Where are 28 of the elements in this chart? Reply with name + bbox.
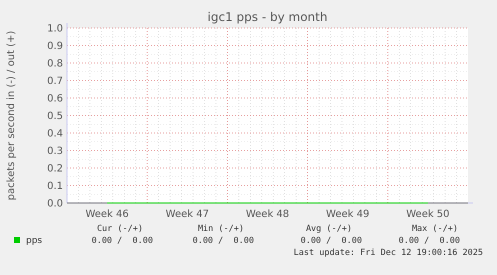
y-tick-label: 0.4 <box>47 128 63 140</box>
x-tick-label: Week 47 <box>166 209 209 220</box>
text: 0.00 / 0.00 <box>398 236 460 246</box>
y-tick-label: 0.6 <box>47 94 63 104</box>
text: 0.00 / 0.00 <box>300 236 362 246</box>
legend-label: pps <box>26 236 42 246</box>
y-tick-label: 0.0 <box>47 198 63 210</box>
y-tick-label: 0.3 <box>47 146 63 157</box>
text: 0.00 / 0.00 <box>192 236 254 246</box>
text: Min (-/+) <box>198 224 244 234</box>
text: Avg (-/+) <box>306 224 352 234</box>
y-tick-label: 0.5 <box>47 111 63 122</box>
x-tick-label: Week 49 <box>326 209 370 220</box>
text: Cur (-/+) <box>96 224 143 234</box>
y-axis-title: packets per second in (-) / out (+) <box>6 30 17 200</box>
x-tick-label: Week 50 <box>406 209 450 220</box>
y-tick-label: 0.1 <box>47 181 63 192</box>
y-tick-label: 1.0 <box>47 24 63 34</box>
text: Last update: Fri Dec 12 19:00:16 2025 <box>294 248 483 258</box>
x-tick-label: Week 48 <box>246 209 290 220</box>
text: 0.00 / 0.00 <box>92 236 153 246</box>
y-tick-label: 0.7 <box>47 76 63 87</box>
y-tick-label: 0.8 <box>47 58 63 70</box>
y-tick-label: 0.9 <box>47 41 63 52</box>
x-tick-label: Week 46 <box>85 209 129 220</box>
y-tick-label: 0.2 <box>47 164 63 174</box>
text: Max (-/+) <box>412 224 458 234</box>
chart-title: igc1 pps - by month <box>208 10 328 24</box>
